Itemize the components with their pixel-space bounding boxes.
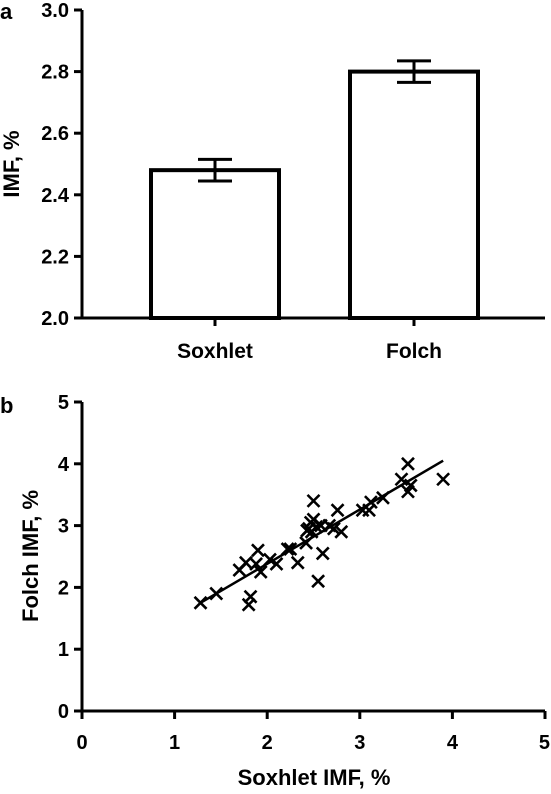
scatter-chart-y-axis-title: Folch IMF, % — [18, 490, 43, 622]
scatter-chart-y-tick-label: 1 — [58, 639, 69, 661]
bar-chart-y-tick-label: 2.4 — [41, 185, 70, 207]
data-point — [363, 495, 378, 510]
data-point — [249, 556, 264, 571]
data-point — [283, 542, 298, 557]
data-point — [269, 556, 284, 571]
data-point — [394, 472, 409, 487]
scatter-chart-x-tick-label: 5 — [539, 732, 550, 754]
data-point — [280, 542, 295, 557]
scatter-chart-y-tick-label: 5 — [58, 392, 69, 414]
data-point — [326, 521, 341, 536]
scatter-chart-y-tick-label: 2 — [58, 577, 69, 599]
bar-chart-y-tick-label: 2.6 — [41, 123, 69, 145]
scatter-chart-y-tick-label: 4 — [58, 454, 70, 476]
panel-b-letter: b — [0, 393, 13, 418]
bar-chart-y-ticks: 2.0 2.2 2.4 2.6 2.8 3.0 — [41, 0, 82, 330]
data-point — [401, 456, 415, 471]
bar-chart-error-bars — [198, 59, 431, 183]
data-point — [334, 524, 349, 539]
scatter-chart-x-tick-label: 2 — [262, 732, 273, 754]
scatter-chart: 0 1 2 3 4 5 0 1 2 3 4 5 Folch IMF, % Soxhlet IMF, … — [18, 392, 550, 790]
bar-chart-categories: Soxhlet Folch — [177, 318, 442, 363]
scatter-chart-points — [193, 456, 451, 612]
data-point — [263, 552, 277, 567]
data-point — [306, 493, 321, 508]
panel-a-letter: a — [0, 0, 13, 24]
data-point — [290, 555, 305, 570]
scatter-chart-x-tick-label: 3 — [354, 732, 365, 754]
scatter-chart-y-tick-label: 3 — [58, 516, 69, 538]
bar-chart-y-tick-label: 2.2 — [41, 246, 69, 268]
scatter-chart-y-tick-label: 0 — [58, 701, 69, 723]
scatter-chart-x-tick-label: 4 — [447, 732, 459, 754]
scatter-chart-x-tick-label: 0 — [76, 732, 87, 754]
data-point — [193, 595, 208, 610]
scatter-chart-x-axis-title: Soxhlet IMF, % — [238, 765, 391, 790]
data-point — [436, 472, 451, 487]
scatter-chart-x-tick-label: 1 — [169, 732, 180, 754]
data-point — [315, 546, 330, 561]
data-point — [403, 478, 418, 493]
bar-chart-category-label: Soxhlet — [177, 340, 253, 363]
data-point — [330, 503, 345, 518]
data-point — [209, 586, 224, 601]
bar-chart-y-axis-title: IMF, % — [0, 130, 24, 197]
bar-chart-y-tick-label: 2.0 — [41, 308, 69, 330]
data-point — [376, 490, 390, 505]
scatter-chart-y-ticks: 0 1 2 3 4 5 — [58, 392, 82, 723]
data-point — [253, 565, 268, 579]
bar — [348, 69, 480, 320]
data-point — [299, 535, 314, 550]
data-point — [243, 589, 258, 604]
data-point — [311, 574, 326, 589]
bar-chart-category-label: Folch — [386, 340, 442, 363]
scatter-chart-x-ticks: 0 1 2 3 4 5 — [76, 711, 550, 754]
bar-chart: 2.0 2.2 2.4 2.6 2.8 3.0 Soxhlet Folch IMF, % — [0, 0, 545, 363]
scatter-chart-axes — [80, 402, 545, 713]
bar — [149, 168, 281, 320]
bar-chart-y-tick-label: 3.0 — [41, 0, 69, 22]
bar-chart-bars — [149, 69, 480, 320]
data-point — [251, 543, 265, 558]
bar-chart-y-tick-label: 2.8 — [41, 62, 69, 84]
data-point — [309, 519, 324, 534]
